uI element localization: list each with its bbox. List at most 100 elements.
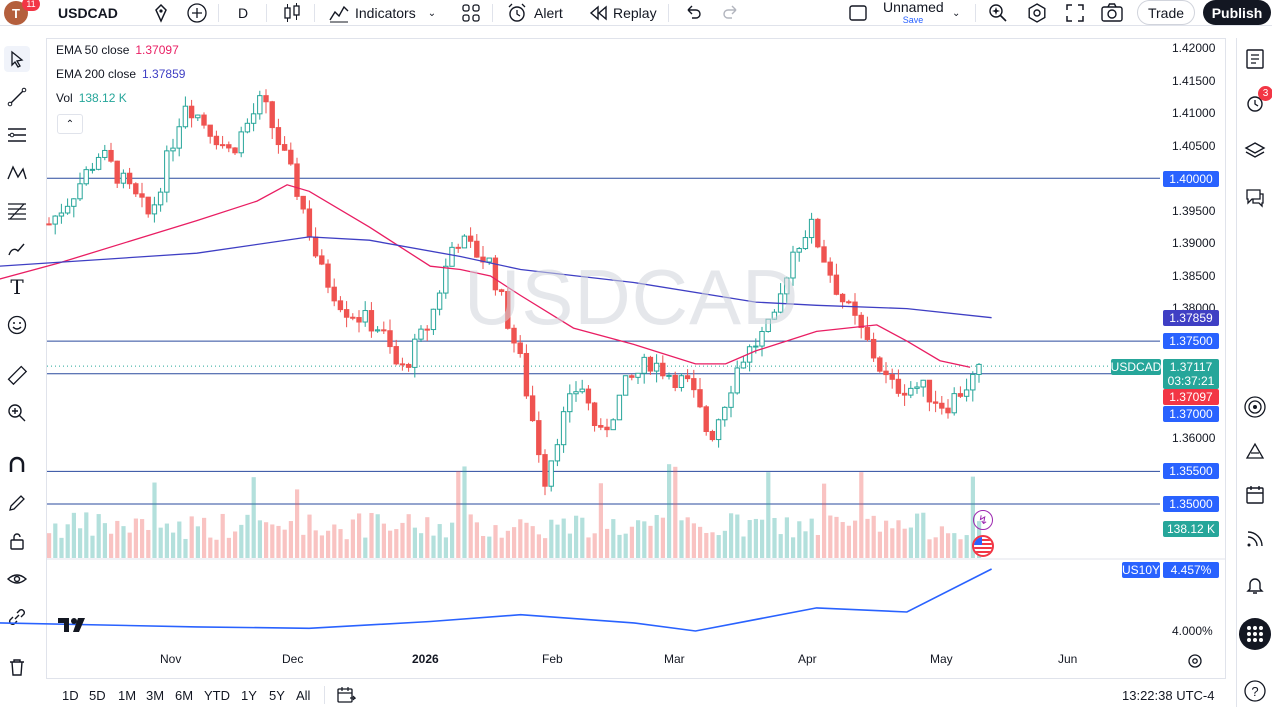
candle-down [591,402,598,427]
chart-pane[interactable] [46,38,1226,679]
tradingview-logo-icon[interactable] [58,616,90,639]
volume-bar [65,524,70,558]
notifications-bell-icon[interactable] [1242,572,1268,598]
volume-bar [567,533,572,558]
trend-line-icon[interactable] [4,84,30,110]
fib-retracement-icon[interactable] [4,198,30,224]
eye-icon[interactable] [4,566,30,592]
volume-bar [481,535,486,558]
symbol-search[interactable]: USDCAD [48,1,176,25]
candle-down [312,236,319,257]
us-economic-event-icon[interactable] [972,535,994,557]
range-1m[interactable]: 1M [118,687,137,703]
redo-icon[interactable] [722,0,740,26]
alerts-clock-icon[interactable] [1242,90,1268,116]
volume-bar [295,489,300,558]
templates-icon[interactable] [460,0,482,26]
text-tool-icon[interactable]: T [10,275,24,299]
date-range-icon[interactable] [336,686,356,704]
volume-bar [443,537,448,558]
candle-down [901,392,908,396]
cursor-icon[interactable] [4,46,30,72]
watchlist-icon[interactable] [1242,46,1268,72]
divider [975,4,976,22]
legend-ema50[interactable]: EMA 50 close 1.37097 [56,43,179,57]
range-1d[interactable]: 1D [62,687,79,703]
camera-icon[interactable] [1100,0,1124,26]
volume-bar [828,515,833,558]
divider [492,4,493,22]
emoji-icon[interactable] [4,312,30,338]
range-3m[interactable]: 3M [146,687,165,703]
dividend-event-icon[interactable]: ↯ [973,510,993,530]
publish-button[interactable]: Publish [1203,0,1271,25]
range-5d[interactable]: 5D [89,687,106,703]
replay-button[interactable]: Replay [588,0,657,26]
pattern-icon[interactable] [4,160,30,186]
volume-bar [877,531,882,558]
trash-icon[interactable] [4,654,30,680]
candle-down [219,144,226,147]
price-tick: 1.41000 [1172,106,1216,120]
layout-name[interactable]: Unnamed Save [883,0,944,26]
range-5y[interactable]: 5Y [269,687,285,703]
lock-icon[interactable] [4,528,30,554]
candle-down [870,338,877,359]
help-icon[interactable]: ? [1242,678,1268,704]
axis-settings-gear-icon[interactable] [1187,653,1203,674]
magnet-icon[interactable] [4,452,30,478]
range-ytd[interactable]: YTD [204,687,230,703]
compare-plus-icon[interactable] [186,0,208,26]
horizontal-lines-icon[interactable] [4,122,30,148]
candle-up [548,460,554,487]
chat-icon[interactable] [1242,184,1268,210]
interval-button[interactable]: D [238,5,249,21]
volume-bar [908,527,913,558]
candle-down [393,346,399,365]
volume-bar [505,530,510,558]
candle-up [715,419,722,441]
candle-down [684,375,691,380]
candle-up [443,265,449,294]
legend-volume[interactable]: Vol 138.12 K [56,91,127,105]
ema200-line [0,236,992,319]
ruler-icon[interactable] [4,362,30,388]
ideas-icon[interactable] [1242,438,1268,464]
alert-button[interactable]: Alert [506,0,563,26]
range-all[interactable]: All [296,687,311,703]
layers-icon[interactable] [1242,138,1268,164]
chevron-down-icon[interactable]: ⌄ [952,7,961,19]
candle-down [201,114,207,126]
volume-bar [102,523,107,558]
undo-icon[interactable] [684,0,702,26]
collapse-legend-icon[interactable]: ⌃ [57,114,83,134]
candles-icon[interactable] [282,0,302,26]
level-label-1-37500: 1.37500 [1163,333,1219,349]
add-symbol-icon[interactable] [150,0,172,26]
layout-checkbox-icon[interactable] [848,0,868,26]
zoom-in-icon[interactable] [4,400,30,426]
candle-down [381,329,387,332]
candle-down [387,330,393,348]
range-6m[interactable]: 6M [175,687,194,703]
target-icon[interactable] [1242,394,1268,420]
calendar-icon[interactable] [1242,482,1268,508]
volume-bar [549,519,554,558]
apps-grid-icon[interactable] [1239,618,1271,650]
quick-search-icon[interactable] [987,0,1009,26]
indicators-button[interactable]: Indicators ⌄ [328,0,436,26]
brush-icon[interactable] [4,236,30,262]
settings-gear-icon[interactable] [1026,0,1048,26]
volume-bar [375,514,380,558]
pencil-lock-icon[interactable] [4,490,30,516]
fullscreen-icon[interactable] [1064,0,1086,26]
candle-up [771,311,778,320]
clock-timezone[interactable]: 13:22:38 UTC-4 [1122,687,1215,703]
range-1y[interactable]: 1Y [241,687,257,703]
candle-down [629,375,635,378]
trade-button[interactable]: Trade [1137,0,1195,25]
legend-ema200[interactable]: EMA 200 close 1.37859 [56,67,185,81]
volume-bar [660,517,665,558]
news-feed-icon[interactable] [1242,526,1268,552]
